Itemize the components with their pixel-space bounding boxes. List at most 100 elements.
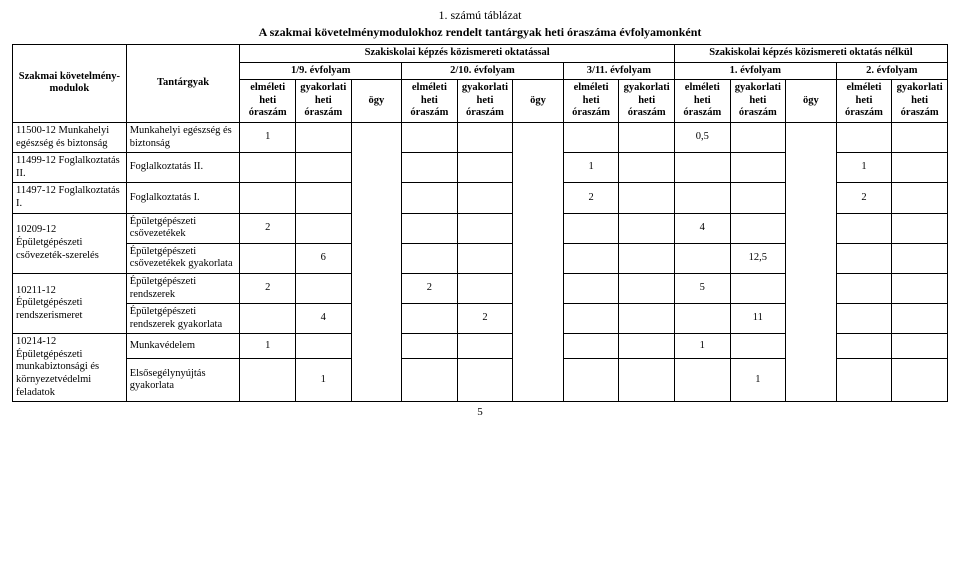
- val-cell: [836, 334, 892, 359]
- ogy-cell-3: [786, 122, 837, 401]
- val-cell: 2: [240, 213, 296, 243]
- subject-cell: Munkavédelem: [126, 334, 240, 359]
- val-cell: [457, 213, 513, 243]
- subject-cell: Épületgépészeti rendszerek gyakorlata: [126, 304, 240, 334]
- subject-cell: Épületgépészeti csővezetékek gyakorlata: [126, 243, 240, 273]
- val-cell: [730, 273, 786, 303]
- col-5-gyak: gyakorlati heti óraszám: [892, 80, 948, 123]
- grade-2-10: 2/10. évfolyam: [402, 62, 564, 80]
- subject-cell: Foglalkoztatás I.: [126, 183, 240, 213]
- module-cell: 11500-12 Munkahelyi egészség és biztonsá…: [13, 122, 127, 152]
- val-cell: [836, 243, 892, 273]
- val-cell: [457, 334, 513, 359]
- val-cell: [619, 213, 675, 243]
- val-cell: [892, 153, 948, 183]
- col-4-ogy: ögy: [786, 80, 837, 123]
- col-1-elm: elméleti heti óraszám: [240, 80, 296, 123]
- grade-b2: 2. évfolyam: [836, 62, 947, 80]
- val-cell: [619, 304, 675, 334]
- val-cell: 11: [730, 304, 786, 334]
- val-cell: [836, 213, 892, 243]
- page-number: 5: [12, 406, 948, 418]
- val-cell: [457, 243, 513, 273]
- val-cell: [674, 304, 730, 334]
- module-cell: 11499-12 Foglalkoztatás II.: [13, 153, 127, 183]
- val-cell: [836, 273, 892, 303]
- val-cell: [619, 122, 675, 152]
- val-cell: 0,5: [674, 122, 730, 152]
- val-cell: 4: [674, 213, 730, 243]
- val-cell: [836, 304, 892, 334]
- grade-1-9: 1/9. évfolyam: [240, 62, 402, 80]
- col-tantargyak: Tantárgyak: [126, 45, 240, 123]
- val-cell: [457, 359, 513, 402]
- col-5-elm: elméleti heti óraszám: [836, 80, 892, 123]
- val-cell: [619, 334, 675, 359]
- val-cell: 12,5: [730, 243, 786, 273]
- val-cell: 2: [836, 183, 892, 213]
- val-cell: [295, 334, 351, 359]
- val-cell: [730, 183, 786, 213]
- val-cell: [892, 304, 948, 334]
- val-cell: [619, 183, 675, 213]
- val-cell: [295, 153, 351, 183]
- val-cell: [730, 213, 786, 243]
- val-cell: 1: [563, 153, 619, 183]
- val-cell: 2: [402, 273, 458, 303]
- module-cell: 11497-12 Foglalkoztatás I.: [13, 183, 127, 213]
- val-cell: [402, 304, 458, 334]
- val-cell: [402, 122, 458, 152]
- val-cell: 2: [457, 304, 513, 334]
- val-cell: [674, 153, 730, 183]
- val-cell: [892, 183, 948, 213]
- val-cell: [674, 359, 730, 402]
- val-cell: [674, 243, 730, 273]
- col-1-gyak: gyakorlati heti óraszám: [295, 80, 351, 123]
- val-cell: [295, 273, 351, 303]
- val-cell: [295, 122, 351, 152]
- val-cell: [892, 243, 948, 273]
- val-cell: [457, 273, 513, 303]
- val-cell: [402, 213, 458, 243]
- val-cell: [730, 122, 786, 152]
- val-cell: [240, 183, 296, 213]
- val-cell: [563, 243, 619, 273]
- val-cell: [730, 153, 786, 183]
- subject-cell: Épületgépészeti rendszerek: [126, 273, 240, 303]
- val-cell: 5: [674, 273, 730, 303]
- curriculum-table: Szakmai követelmény-modulok Tantárgyak S…: [12, 44, 948, 402]
- col-2-gyak: gyakorlati heti óraszám: [457, 80, 513, 123]
- val-cell: [563, 334, 619, 359]
- ogy-cell-2: [513, 122, 564, 401]
- val-cell: [457, 183, 513, 213]
- val-cell: [836, 359, 892, 402]
- module-cell: 10214-12 Épületgépészeti munkabiztonsági…: [13, 334, 127, 402]
- module-cell: 10209-12 Épületgépészeti csővezeték-szer…: [13, 213, 127, 273]
- val-cell: [563, 359, 619, 402]
- val-cell: [892, 122, 948, 152]
- val-cell: [402, 183, 458, 213]
- table-number: 1. számú táblázat: [12, 8, 948, 23]
- val-cell: [402, 153, 458, 183]
- val-cell: [240, 359, 296, 402]
- val-cell: 1: [240, 334, 296, 359]
- val-cell: [563, 273, 619, 303]
- val-cell: 2: [240, 273, 296, 303]
- val-cell: 1: [730, 359, 786, 402]
- table-row: 11500-12 Munkahelyi egészség és biztonsá…: [13, 122, 948, 152]
- val-cell: [619, 153, 675, 183]
- val-cell: [240, 243, 296, 273]
- val-cell: 2: [563, 183, 619, 213]
- val-cell: [619, 273, 675, 303]
- val-cell: [563, 213, 619, 243]
- val-cell: [619, 243, 675, 273]
- val-cell: [240, 304, 296, 334]
- val-cell: [892, 273, 948, 303]
- col-4-elm: elméleti heti óraszám: [674, 80, 730, 123]
- table-title: A szakmai követelménymodulokhoz rendelt …: [12, 25, 948, 40]
- col-2-elm: elméleti heti óraszám: [402, 80, 458, 123]
- val-cell: 4: [295, 304, 351, 334]
- module-cell: 10211-12 Épületgépészeti rendszerismeret: [13, 273, 127, 333]
- col-4-gyak: gyakorlati heti óraszám: [730, 80, 786, 123]
- val-cell: 1: [295, 359, 351, 402]
